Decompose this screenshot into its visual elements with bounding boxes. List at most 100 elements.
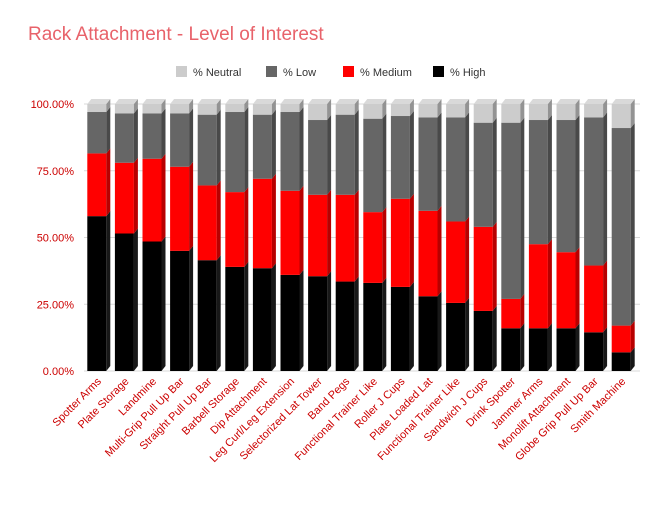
bar-segment	[280, 274, 300, 371]
bar-segment-side	[216, 109, 221, 186]
bar-segment-side	[630, 347, 635, 371]
bar-segment	[114, 162, 134, 234]
bar-segment	[528, 244, 548, 329]
bar-segment	[584, 265, 604, 333]
bar-stack	[390, 99, 414, 371]
bar-top	[280, 99, 304, 104]
bar-stack	[87, 99, 111, 371]
bar-segment	[611, 325, 631, 353]
bar-segment-side	[216, 255, 221, 371]
y-tick-label: 75.00%	[37, 166, 75, 178]
bar-segment-side	[244, 99, 249, 113]
bar-segment-side	[106, 107, 111, 154]
bar-segment	[528, 104, 548, 121]
bar-segment	[418, 296, 438, 371]
bar-segment	[197, 104, 217, 115]
bar-stack	[252, 99, 276, 371]
bar-segment	[252, 268, 272, 371]
bar-stack	[335, 99, 359, 371]
bar-segment-side	[327, 99, 332, 121]
bar-segment-side	[575, 323, 580, 371]
bar-top	[584, 99, 608, 104]
bar-segment-side	[216, 99, 221, 115]
bar-segment-side	[382, 207, 387, 283]
bar-segment-side	[133, 99, 138, 114]
bar-segment	[446, 221, 466, 303]
bar-segment	[197, 185, 217, 261]
bar-segment-side	[161, 153, 166, 242]
bar-segment	[225, 266, 245, 371]
bar-segment	[528, 120, 548, 245]
bar-segment-side	[271, 263, 276, 371]
chart-title: Rack Attachment - Level of Interest	[28, 24, 324, 45]
bar-segment	[556, 252, 576, 329]
bar-segment	[114, 113, 134, 163]
bar-segment-side	[327, 115, 332, 195]
bar-segment	[197, 260, 217, 371]
bar-segment	[335, 281, 355, 371]
bar-segment-side	[520, 323, 525, 371]
bar-stack	[308, 99, 332, 371]
bar-segment	[335, 104, 355, 115]
y-tick-label: 100.00%	[31, 99, 75, 111]
bar-segment	[87, 153, 107, 217]
bar-segment	[528, 328, 548, 371]
bar-segment-side	[547, 99, 552, 121]
bar-segment	[142, 104, 162, 114]
bar-segment	[87, 112, 107, 154]
bar-stack	[556, 99, 580, 371]
bar-segment-side	[575, 99, 580, 121]
bar-segment-side	[327, 189, 332, 277]
bar-segment-side	[520, 99, 525, 123]
bar-top	[556, 99, 580, 104]
bar-segment	[308, 276, 328, 371]
bar-segment-side	[354, 99, 359, 115]
bar-segment	[280, 112, 300, 191]
bar-segment-side	[437, 291, 442, 371]
bar-segment-side	[133, 108, 138, 163]
bar-segment	[252, 178, 272, 269]
bar-segment	[501, 104, 521, 123]
bar-segment	[252, 104, 272, 115]
bar-segment-side	[327, 271, 332, 371]
bar-segment-side	[382, 99, 387, 119]
bar-segment-side	[354, 109, 359, 195]
bar-segment-side	[492, 117, 497, 227]
bar-segment	[418, 117, 438, 211]
bar-segment-side	[244, 261, 249, 371]
bar-segment-side	[409, 99, 414, 117]
bar-top	[473, 99, 497, 104]
bar-top	[308, 99, 332, 104]
bar-top	[611, 99, 635, 104]
bar-segment	[446, 302, 466, 371]
y-tick-label: 0.00%	[43, 366, 74, 378]
bar-segment-side	[547, 239, 552, 329]
bar-top	[170, 99, 194, 104]
bar-segment-side	[299, 185, 304, 275]
bar-segment-side	[437, 99, 442, 118]
bar-segment	[335, 194, 355, 282]
bar-segment	[473, 104, 493, 123]
bar-segment-side	[133, 228, 138, 371]
bar-segment	[363, 118, 383, 213]
bar-segment	[473, 122, 493, 227]
bar-segment	[308, 104, 328, 121]
bar-segment-side	[409, 281, 414, 371]
bar-segment-side	[189, 245, 194, 371]
bar-segment	[335, 114, 355, 195]
legend: % Neutral % Low % Medium % High	[176, 66, 485, 79]
bar-top	[252, 99, 276, 104]
bar-top	[87, 99, 111, 104]
bar-segment-side	[244, 107, 249, 193]
bar-segment-side	[437, 112, 442, 211]
bar-segment	[225, 192, 245, 267]
bar-segment-side	[437, 205, 442, 297]
bar-segment-side	[520, 117, 525, 299]
bars	[87, 99, 635, 371]
bar-top	[114, 99, 138, 104]
bar-stack	[363, 99, 387, 371]
legend-label: % Medium	[360, 67, 412, 79]
bar-top	[225, 99, 249, 104]
bar-segment	[280, 190, 300, 275]
bar-top	[197, 99, 221, 104]
